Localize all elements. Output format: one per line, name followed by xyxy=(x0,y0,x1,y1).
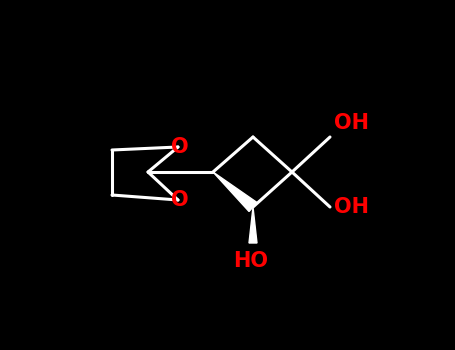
Text: HO: HO xyxy=(233,251,268,271)
Text: O: O xyxy=(171,137,189,157)
Polygon shape xyxy=(213,172,257,211)
Text: OH: OH xyxy=(334,197,369,217)
Text: O: O xyxy=(171,190,189,210)
Polygon shape xyxy=(249,207,257,243)
Text: OH: OH xyxy=(334,113,369,133)
